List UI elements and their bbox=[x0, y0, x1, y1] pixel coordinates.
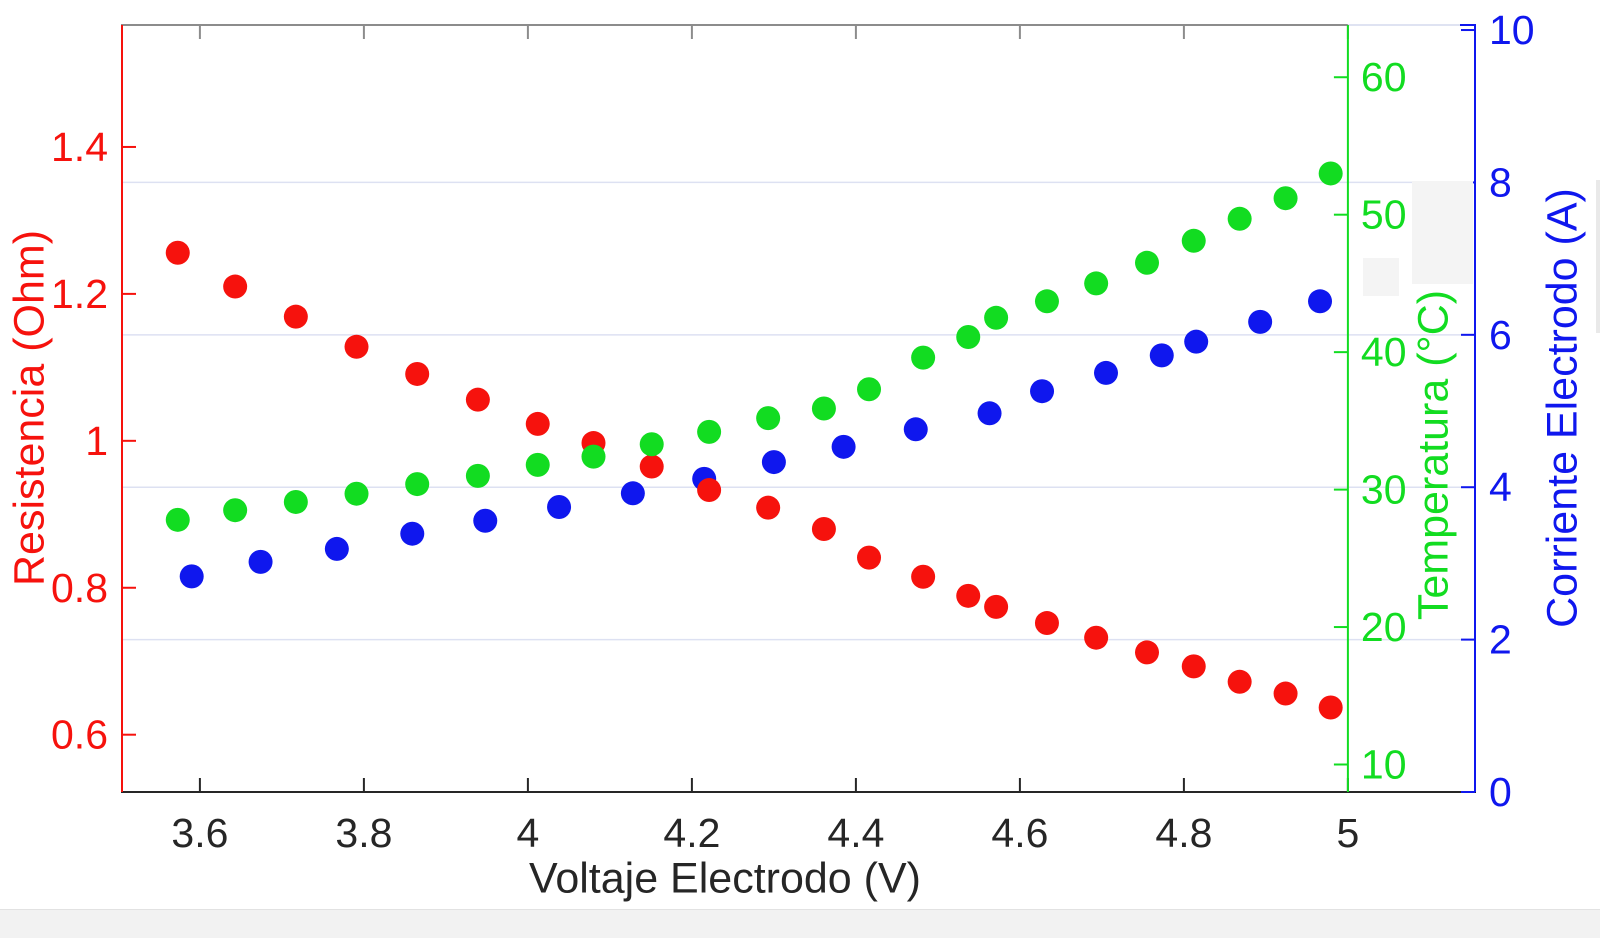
bottom-strip bbox=[0, 909, 1600, 938]
data-point-temperatura bbox=[344, 481, 369, 506]
y-axis-label-temperatura: Temperatura (°C) bbox=[1409, 289, 1458, 621]
data-point-resistencia bbox=[911, 564, 936, 589]
data-point-resistencia bbox=[1034, 611, 1059, 636]
data-point-temperatura bbox=[1227, 206, 1252, 231]
temperature-y-tick-label: 10 bbox=[1361, 742, 1407, 788]
data-point-temperatura bbox=[984, 305, 1009, 330]
data-point-temperatura bbox=[465, 463, 490, 488]
data-point-temperatura bbox=[911, 345, 936, 370]
left-y-tick-label: 0.6 bbox=[51, 712, 108, 758]
data-point-corriente-electrodo bbox=[324, 536, 349, 561]
data-point-resistencia bbox=[283, 304, 308, 329]
x-tick-label: 4.2 bbox=[663, 810, 720, 856]
data-point-corriente-electrodo bbox=[620, 481, 645, 506]
artifact-rectangle-large bbox=[1412, 181, 1473, 284]
data-point-temperatura bbox=[283, 489, 308, 514]
data-point-temperatura bbox=[1034, 289, 1059, 314]
data-point-temperatura bbox=[697, 419, 722, 444]
data-point-resistencia bbox=[405, 361, 430, 386]
data-point-temperatura bbox=[223, 498, 248, 523]
temperature-y-tick-label: 50 bbox=[1361, 192, 1407, 238]
data-point-corriente-electrodo bbox=[1308, 289, 1333, 314]
y-axis-label-resistencia: Resistencia (Ohm) bbox=[5, 229, 54, 587]
data-point-resistencia bbox=[811, 516, 836, 541]
current-y-tick-label: 0 bbox=[1489, 769, 1512, 815]
data-point-temperatura bbox=[857, 377, 882, 402]
data-point-temperatura bbox=[1318, 161, 1343, 186]
data-point-resistencia bbox=[984, 594, 1009, 619]
data-point-temperatura bbox=[1135, 250, 1159, 275]
data-point-corriente-electrodo bbox=[1248, 309, 1273, 334]
temperature-y-tick-label: 40 bbox=[1361, 329, 1407, 375]
temperature-y-tick-label: 30 bbox=[1361, 467, 1407, 513]
data-point-resistencia bbox=[165, 240, 190, 265]
data-point-resistencia bbox=[639, 454, 664, 479]
data-point-resistencia bbox=[223, 274, 248, 299]
data-point-resistencia bbox=[465, 387, 490, 412]
data-point-resistencia bbox=[525, 411, 550, 436]
data-point-resistencia bbox=[1084, 625, 1109, 650]
current-y-tick-label: 10 bbox=[1489, 7, 1535, 53]
left-y-tick-label: 1 bbox=[85, 418, 108, 464]
data-point-corriente-electrodo bbox=[1094, 360, 1118, 385]
x-tick-label: 5 bbox=[1336, 810, 1359, 856]
x-tick-label: 3.8 bbox=[335, 810, 392, 856]
data-point-corriente-electrodo bbox=[179, 564, 204, 589]
data-point-corriente-electrodo bbox=[903, 417, 928, 442]
data-point-temperatura bbox=[756, 406, 781, 431]
artifact-right-edge bbox=[1596, 180, 1600, 333]
data-point-temperatura bbox=[956, 325, 981, 350]
data-point-resistencia bbox=[1273, 681, 1298, 706]
data-point-corriente-electrodo bbox=[248, 549, 273, 574]
x-tick-label: 3.6 bbox=[171, 810, 228, 856]
x-tick-label: 4.8 bbox=[1155, 810, 1212, 856]
left-y-tick-label: 1.4 bbox=[51, 124, 108, 170]
data-point-temperatura bbox=[639, 432, 664, 457]
data-point-resistencia bbox=[1227, 669, 1252, 694]
data-point-corriente-electrodo bbox=[761, 450, 786, 475]
x-tick-label: 4.6 bbox=[991, 810, 1048, 856]
left-y-tick-label: 1.2 bbox=[51, 271, 108, 317]
data-point-corriente-electrodo bbox=[1184, 329, 1209, 354]
data-point-temperatura bbox=[1084, 271, 1109, 296]
data-point-resistencia bbox=[1318, 695, 1343, 720]
data-point-resistencia bbox=[697, 478, 722, 503]
data-point-resistencia bbox=[756, 495, 781, 520]
y-axis-label-corriente: Corriente Electrodo (A) bbox=[1538, 188, 1587, 628]
data-point-temperatura bbox=[525, 452, 550, 477]
data-point-resistencia bbox=[956, 583, 981, 608]
x-axis-label-voltaje: Voltaje Electrodo (V) bbox=[529, 854, 921, 903]
current-y-tick-label: 6 bbox=[1489, 312, 1512, 358]
x-tick-label: 4.4 bbox=[827, 810, 884, 856]
data-point-corriente-electrodo bbox=[473, 508, 498, 533]
data-point-temperatura bbox=[1181, 228, 1206, 253]
data-point-resistencia bbox=[1181, 654, 1206, 679]
data-point-corriente-electrodo bbox=[547, 495, 572, 520]
data-point-temperatura bbox=[165, 507, 190, 532]
temperature-y-tick-label: 60 bbox=[1361, 54, 1407, 100]
data-point-resistencia bbox=[1135, 640, 1159, 665]
data-point-temperatura bbox=[811, 396, 836, 421]
data-point-corriente-electrodo bbox=[1149, 343, 1174, 368]
data-point-resistencia bbox=[857, 545, 882, 570]
data-point-temperatura bbox=[405, 472, 430, 497]
current-y-tick-label: 2 bbox=[1489, 617, 1512, 663]
data-point-corriente-electrodo bbox=[977, 401, 1002, 426]
data-point-corriente-electrodo bbox=[1030, 379, 1055, 404]
x-tick-label: 4 bbox=[516, 810, 539, 856]
left-y-tick-label: 0.8 bbox=[51, 565, 108, 611]
temperature-y-tick-label: 20 bbox=[1361, 604, 1407, 650]
data-point-temperatura bbox=[1273, 186, 1298, 211]
current-y-tick-label: 4 bbox=[1489, 464, 1512, 510]
current-y-tick-label: 8 bbox=[1489, 159, 1512, 205]
data-point-temperatura bbox=[581, 444, 606, 469]
data-point-corriente-electrodo bbox=[831, 434, 856, 459]
data-point-resistencia bbox=[344, 334, 369, 359]
data-point-corriente-electrodo bbox=[400, 521, 425, 546]
artifact-rectangle-small bbox=[1363, 258, 1399, 296]
